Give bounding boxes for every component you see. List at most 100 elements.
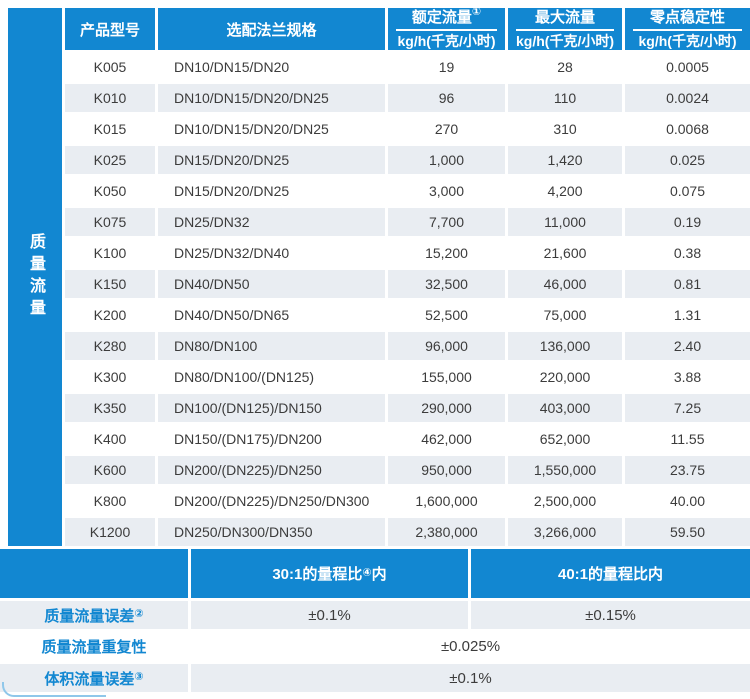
zero-cell: 59.50 bbox=[625, 518, 750, 546]
model-cell: K150 bbox=[65, 270, 155, 298]
zero-cell: 2.40 bbox=[625, 332, 750, 360]
model-cell: K015 bbox=[65, 115, 155, 143]
max-cell: 3,266,000 bbox=[508, 518, 622, 546]
flange-cell: DN80/DN100 bbox=[158, 332, 385, 360]
max-cell: 11,000 bbox=[508, 208, 622, 236]
table-row: K025 DN15/DN20/DN25 1,000 1,420 0.025 bbox=[65, 146, 750, 174]
flange-cell: DN25/DN32 bbox=[158, 208, 385, 236]
flange-cell: DN10/DN15/DN20 bbox=[158, 53, 385, 81]
max-cell: 110 bbox=[508, 84, 622, 112]
max-cell: 4,200 bbox=[508, 177, 622, 205]
model-cell: K600 bbox=[65, 456, 155, 484]
table-row: K300 DN80/DN100/(DN125) 155,000 220,000 3.88 bbox=[65, 363, 750, 391]
header-model: 产品型号 bbox=[65, 8, 155, 50]
footnote-1-marker: ① bbox=[471, 6, 482, 19]
max-cell: 28 bbox=[508, 53, 622, 81]
zero-cell: 0.0024 bbox=[625, 84, 750, 112]
model-cell: K800 bbox=[65, 487, 155, 515]
accuracy-row: 质量流量重复性 ±0.025% bbox=[0, 632, 750, 661]
zero-cell: 0.0068 bbox=[625, 115, 750, 143]
max-cell: 1,420 bbox=[508, 146, 622, 174]
accuracy-row: 体积流量误差 ③ ±0.1% bbox=[0, 664, 750, 692]
flange-cell: DN10/DN15/DN20/DN25 bbox=[158, 84, 385, 112]
zero-cell: 0.38 bbox=[625, 239, 750, 267]
table-row: K1200 DN250/DN300/DN350 2,380,000 3,266,000… bbox=[65, 518, 750, 546]
table-row: K800 DN200/(DN225)/DN250/DN300 1,600,000 2,… bbox=[65, 487, 750, 515]
header-zero-unit: kg/h(千克/小时) bbox=[638, 32, 737, 49]
range-30to1-header: 30:1的量程比 ④ 内 bbox=[191, 549, 468, 598]
category-sidebar: 质量流量 bbox=[8, 8, 62, 546]
corner-arc-decoration bbox=[2, 682, 106, 697]
table-row: K010 DN10/DN15/DN20/DN25 96 110 0.0024 bbox=[65, 84, 750, 112]
flange-cell: DN25/DN32/DN40 bbox=[158, 239, 385, 267]
model-cell: K025 bbox=[65, 146, 155, 174]
rated-cell: 32,500 bbox=[388, 270, 505, 298]
header-zero-stability: 零点稳定性 kg/h(千克/小时) bbox=[625, 8, 750, 50]
flange-cell: DN40/DN50 bbox=[158, 270, 385, 298]
rated-cell: 7,700 bbox=[388, 208, 505, 236]
range-40to1-header: 40:1的量程比内 bbox=[471, 549, 750, 598]
zero-cell: 11.55 bbox=[625, 425, 750, 453]
zero-cell: 1.31 bbox=[625, 301, 750, 329]
table-row: K015 DN10/DN15/DN20/DN25 270 310 0.0068 bbox=[65, 115, 750, 143]
header-rated-unit: kg/h(千克/小时) bbox=[397, 32, 496, 49]
flange-cell: DN250/DN300/DN350 bbox=[158, 518, 385, 546]
zero-cell: 0.0005 bbox=[625, 53, 750, 81]
flange-cell: DN80/DN100/(DN125) bbox=[158, 363, 385, 391]
table-row: K150 DN40/DN50 32,500 46,000 0.81 bbox=[65, 270, 750, 298]
max-cell: 46,000 bbox=[508, 270, 622, 298]
accuracy-header-row: 30:1的量程比 ④ 内 40:1的量程比内 bbox=[0, 549, 750, 598]
flange-cell: DN200/(DN225)/DN250 bbox=[158, 456, 385, 484]
rated-cell: 96,000 bbox=[388, 332, 505, 360]
accuracy-section: 30:1的量程比 ④ 内 40:1的量程比内 质量流量误差 ② ±0.1% ±0.15% 质… bbox=[0, 549, 750, 695]
rated-cell: 96 bbox=[388, 84, 505, 112]
accuracy-value-cell: ±0.15% bbox=[471, 601, 750, 629]
rated-cell: 19 bbox=[388, 53, 505, 81]
model-cell: K100 bbox=[65, 239, 155, 267]
accuracy-header-spacer bbox=[0, 549, 188, 598]
flange-cell: DN200/(DN225)/DN250/DN300 bbox=[158, 487, 385, 515]
table-row: K280 DN80/DN100 96,000 136,000 2.40 bbox=[65, 332, 750, 360]
max-cell: 75,000 bbox=[508, 301, 622, 329]
flange-cell: DN40/DN50/DN65 bbox=[158, 301, 385, 329]
model-cell: K075 bbox=[65, 208, 155, 236]
table-row: K400 DN150/(DN175)/DN200 462,000 652,000 11.… bbox=[65, 425, 750, 453]
header-max-unit: kg/h(千克/小时) bbox=[516, 32, 614, 49]
accuracy-value-cell-span: ±0.1% bbox=[191, 664, 750, 692]
table-row: K200 DN40/DN50/DN65 52,500 75,000 1.31 bbox=[65, 301, 750, 329]
header-rated-title: 额定流量① bbox=[396, 6, 497, 31]
accuracy-row: 质量流量误差 ② ±0.1% ±0.15% bbox=[0, 601, 750, 629]
model-cell: K010 bbox=[65, 84, 155, 112]
model-cell: K1200 bbox=[65, 518, 155, 546]
rated-cell: 155,000 bbox=[388, 363, 505, 391]
max-cell: 220,000 bbox=[508, 363, 622, 391]
rated-cell: 290,000 bbox=[388, 394, 505, 422]
table-body: K005 DN10/DN15/DN20 19 28 0.0005 K010 DN10/DN1… bbox=[65, 53, 750, 549]
model-cell: K200 bbox=[65, 301, 155, 329]
zero-cell: 23.75 bbox=[625, 456, 750, 484]
max-cell: 136,000 bbox=[508, 332, 622, 360]
flange-cell: DN10/DN15/DN20/DN25 bbox=[158, 115, 385, 143]
max-cell: 403,000 bbox=[508, 394, 622, 422]
zero-cell: 7.25 bbox=[625, 394, 750, 422]
header-zero-title: 零点稳定性 bbox=[633, 9, 742, 31]
flange-cell: DN150/(DN175)/DN200 bbox=[158, 425, 385, 453]
max-cell: 310 bbox=[508, 115, 622, 143]
max-cell: 2,500,000 bbox=[508, 487, 622, 515]
header-rated-flow: 额定流量① kg/h(千克/小时) bbox=[388, 6, 505, 50]
flange-cell: DN15/DN20/DN25 bbox=[158, 146, 385, 174]
rated-cell: 2,380,000 bbox=[388, 518, 505, 546]
header-max-flow: 最大流量 kg/h(千克/小时) bbox=[508, 8, 622, 50]
table-row: K350 DN100/(DN125)/DN150 290,000 403,000 7.2… bbox=[65, 394, 750, 422]
rated-cell: 15,200 bbox=[388, 239, 505, 267]
zero-cell: 0.81 bbox=[625, 270, 750, 298]
flange-cell: DN100/(DN125)/DN150 bbox=[158, 394, 385, 422]
zero-cell: 40.00 bbox=[625, 487, 750, 515]
model-cell: K350 bbox=[65, 394, 155, 422]
accuracy-row-label: 质量流量误差 ② bbox=[0, 601, 188, 629]
table-header-row: 产品型号 选配法兰规格 额定流量① kg/h(千克/小时) 最大流量 kg/h(… bbox=[65, 6, 750, 50]
zero-cell: 0.075 bbox=[625, 177, 750, 205]
rated-cell: 3,000 bbox=[388, 177, 505, 205]
rated-cell: 52,500 bbox=[388, 301, 505, 329]
model-cell: K400 bbox=[65, 425, 155, 453]
